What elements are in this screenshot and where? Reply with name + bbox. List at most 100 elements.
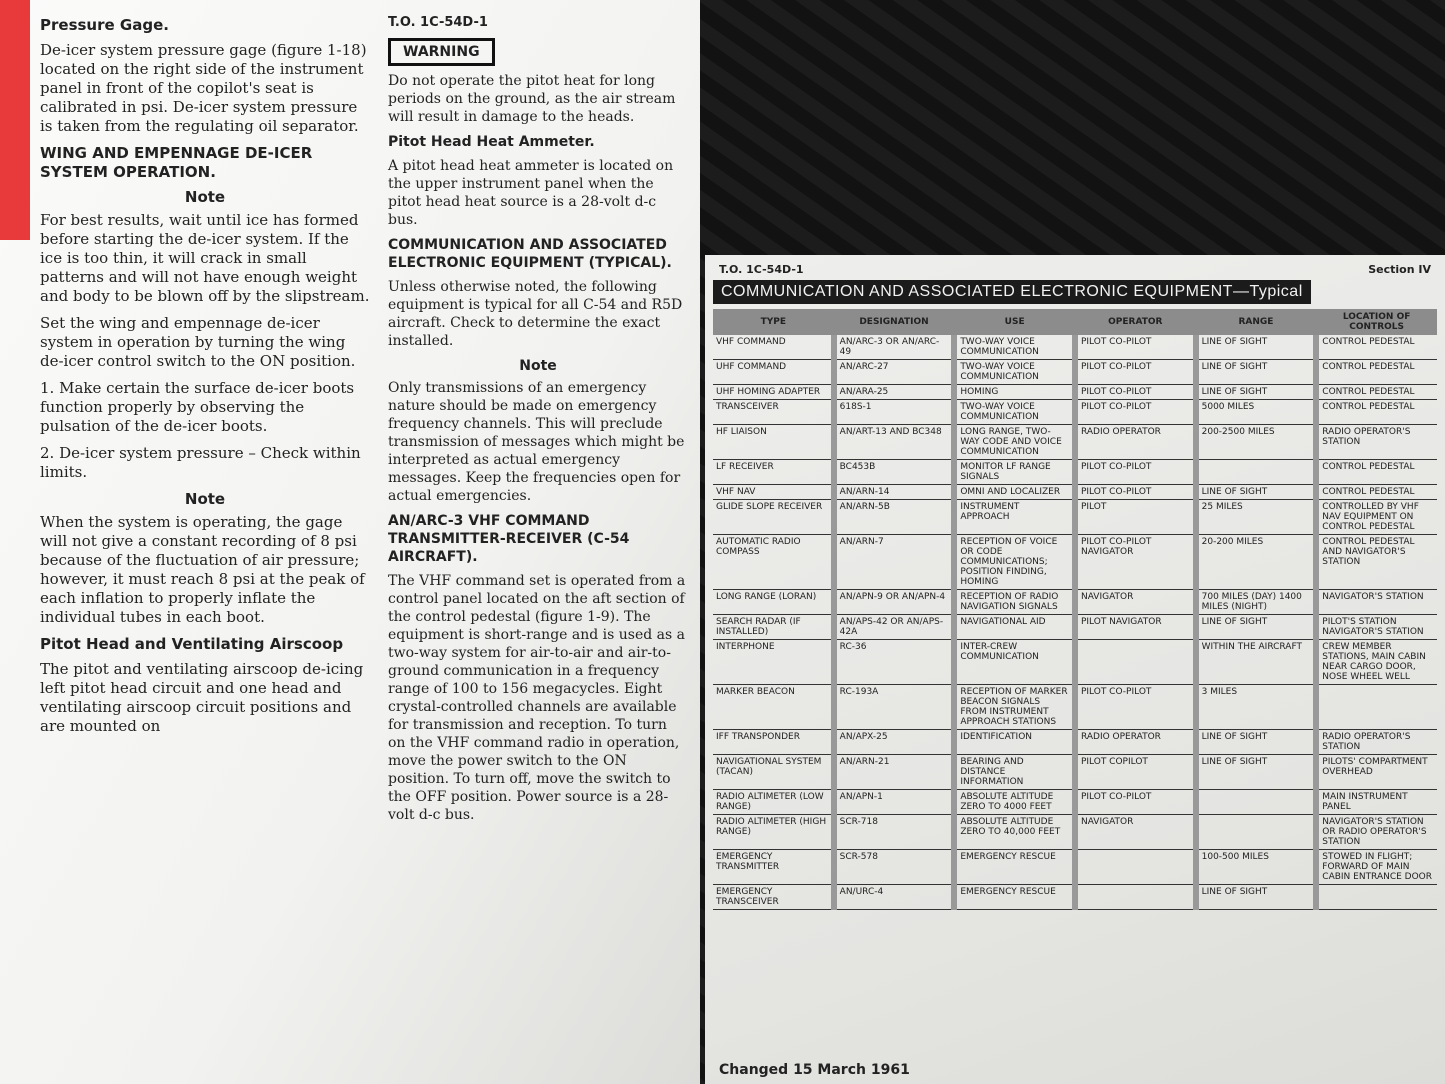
table-cell: AN/ARN-21: [830, 754, 955, 790]
right-page-content: T.O. 1C-54D-1 Section IV COMMUNICATION A…: [713, 263, 1437, 910]
red-page-edge: [0, 0, 30, 240]
pressure-gage-heading: Pressure Gage.: [40, 16, 169, 34]
note-label: Note: [184, 490, 226, 508]
table-cell: 5000 MILES: [1192, 399, 1317, 425]
table-cell: INTER-CREW COMMUNICATION: [951, 639, 1075, 685]
step: 2. De-icer system pressure – Check withi…: [40, 444, 361, 481]
table-cell: INSTRUMENT APPROACH: [951, 499, 1075, 535]
arc3-text: The VHF command set is operated from a c…: [388, 573, 686, 823]
table-cell: RECEPTION OF MARKER BEACON SIGNALS FROM …: [951, 684, 1075, 730]
table-cell: AN/APN-9 OR AN/APN-4: [830, 589, 955, 615]
table-cell: ABSOLUTE ALTITUDE ZERO TO 4000 FEET: [951, 789, 1075, 815]
table-cell: CONTROL PEDESTAL: [1313, 384, 1437, 400]
table-row: SEARCH RADAR (IF INSTALLED) AN/APS-42 OR …: [713, 614, 1437, 640]
table-cell: STOWED IN FLIGHT; FORWARD OF MAIN CABIN …: [1313, 849, 1437, 885]
table-cell: LINE OF SIGHT: [1192, 359, 1317, 385]
table-cell: RADIO ALTIMETER (HIGH RANGE): [713, 814, 834, 850]
table-cell: PILOT CO-PILOT NAVIGATOR: [1071, 534, 1196, 590]
step: 1. Make certain the surface de-icer boot…: [40, 379, 355, 435]
left-page-text-column: Pressure Gage. De-icer system pressure g…: [40, 14, 370, 744]
table-row: LF RECEIVER BC453B MONITOR LF RANGE SIGNAL…: [713, 459, 1437, 485]
change-date: Changed 15 March 1961: [719, 1062, 910, 1078]
table-cell: AN/APN-1: [830, 789, 955, 815]
table-row: VHF NAV AN/ARN-14 OMNI AND LOCALIZER PILOT …: [713, 484, 1437, 500]
table-cell: RC-193A: [830, 684, 955, 730]
table-row: GLIDE SLOPE RECEIVER AN/ARN-5B INSTRUMENT …: [713, 499, 1437, 535]
table-cell: RADIO OPERATOR: [1071, 729, 1196, 755]
table-row: UHF HOMING ADAPTER AN/ARA-25 HOMING PILOT C…: [713, 384, 1437, 400]
table-cell: PILOTS' COMPARTMENT OVERHEAD: [1313, 754, 1437, 790]
table-cell: 100-500 MILES: [1192, 849, 1317, 885]
table-cell: CONTROL PEDESTAL: [1313, 359, 1437, 385]
table-cell: AN/ARA-25: [830, 384, 955, 400]
table-cell: 25 MILES: [1192, 499, 1317, 535]
table-cell: GLIDE SLOPE RECEIVER: [713, 499, 834, 535]
pressure-gage-text: De-icer system pressure gage (figure 1-1…: [40, 41, 367, 135]
table-cell: 200-2500 MILES: [1192, 424, 1317, 460]
table-cell: AN/ARC-27: [830, 359, 955, 385]
table-cell: [1192, 459, 1317, 485]
table-row: AUTOMATIC RADIO COMPASS AN/ARN-7 RECEPTION…: [713, 534, 1437, 590]
table-cell: PILOT COPILOT: [1071, 754, 1196, 790]
table-row: EMERGENCY TRANSMITTER SCR-578 EMERGENCY RE…: [713, 849, 1437, 885]
table-cell: PILOT: [1071, 499, 1196, 535]
table-row: RADIO ALTIMETER (LOW RANGE) AN/APN-1 ABSOL…: [713, 789, 1437, 815]
table-cell: LINE OF SIGHT: [1192, 335, 1317, 360]
note-text: For best results, wait until ice has for…: [40, 211, 370, 305]
column-header: RANGE: [1195, 309, 1317, 335]
table-cell: UHF HOMING ADAPTER: [713, 384, 834, 400]
table-cell: EMERGENCY RESCUE: [951, 884, 1075, 910]
table-cell: EMERGENCY TRANSCEIVER: [713, 884, 834, 910]
table-cell: RADIO OPERATOR'S STATION: [1313, 424, 1437, 460]
table-cell: AN/ARC-3 OR AN/ARC-49: [830, 335, 955, 360]
table-cell: PILOT CO-PILOT: [1071, 359, 1196, 385]
doc-number: T.O. 1C-54D-1: [719, 263, 804, 276]
table-cell: MONITOR LF RANGE SIGNALS: [951, 459, 1075, 485]
note-text: When the system is operating, the gage w…: [40, 513, 365, 626]
column-header: LOCATION OF CONTROLS: [1316, 309, 1437, 335]
table-cell: CONTROL PEDESTAL: [1313, 484, 1437, 500]
table-row: NAVIGATIONAL SYSTEM (TACAN) AN/ARN-21 BEAR…: [713, 754, 1437, 790]
table-cell: 20-200 MILES: [1192, 534, 1317, 590]
warning-box: WARNING: [388, 38, 495, 66]
arc3-heading: AN/ARC-3 VHF COMMAND TRANSMITTER-RECEIVE…: [388, 513, 630, 565]
ammeter-text: A pitot head heat ammeter is located on …: [388, 158, 674, 228]
airscoop-text: The pitot and ventilating airscoop de-ic…: [40, 660, 364, 735]
column-header: OPERATOR: [1074, 309, 1196, 335]
table-cell: HOMING: [951, 384, 1075, 400]
table-cell: PILOT CO-PILOT: [1071, 459, 1196, 485]
table-cell: [1192, 814, 1317, 850]
table-cell: CONTROL PEDESTAL: [1313, 459, 1437, 485]
table-row: HF LIAISON AN/ART-13 AND BC348 LONG RANGE,…: [713, 424, 1437, 460]
table-cell: MAIN INSTRUMENT PANEL: [1313, 789, 1437, 815]
equipment-table: TYPE DESIGNATION USE OPERATOR RANGE LOCATION …: [713, 309, 1437, 910]
table-cell: LINE OF SIGHT: [1192, 484, 1317, 500]
table-title: COMMUNICATION AND ASSOCIATED ELECTRONIC …: [713, 280, 1311, 304]
table-row: MARKER BEACON RC-193A RECEPTION OF MARKER …: [713, 684, 1437, 730]
page-header: T.O. 1C-54D-1 Section IV: [713, 263, 1437, 276]
table-cell: 700 MILES (DAY) 1400 MILES (NIGHT): [1192, 589, 1317, 615]
table-cell: LINE OF SIGHT: [1192, 754, 1317, 790]
table-cell: SEARCH RADAR (IF INSTALLED): [713, 614, 834, 640]
table-cell: ABSOLUTE ALTITUDE ZERO TO 40,000 FEET: [951, 814, 1075, 850]
table-cell: CONTROL PEDESTAL AND NAVIGATOR'S STATION: [1313, 534, 1437, 590]
table-cell: PILOT NAVIGATOR: [1071, 614, 1196, 640]
table-cell: BC453B: [830, 459, 955, 485]
table-cell: UHF COMMAND: [713, 359, 834, 385]
ammeter-heading: Pitot Head Heat Ammeter.: [388, 134, 595, 150]
table-cell: TRANSCEIVER: [713, 399, 834, 425]
table-cell: NAVIGATIONAL SYSTEM (TACAN): [713, 754, 834, 790]
table-cell: VHF NAV: [713, 484, 834, 500]
table-cell: LINE OF SIGHT: [1192, 884, 1317, 910]
table-cell: RADIO OPERATOR: [1071, 424, 1196, 460]
table-row: LONG RANGE (LORAN) AN/APN-9 OR AN/APN-4 RE…: [713, 589, 1437, 615]
table-cell: BEARING AND DISTANCE INFORMATION: [951, 754, 1075, 790]
table-cell: LINE OF SIGHT: [1192, 384, 1317, 400]
table-cell: PILOT'S STATION NAVIGATOR'S STATION: [1313, 614, 1437, 640]
left-page-second-column: T.O. 1C-54D-1 WARNING Do not operate the…: [388, 14, 688, 831]
table-cell: RADIO OPERATOR'S STATION: [1313, 729, 1437, 755]
table-cell: PILOT CO-PILOT: [1071, 484, 1196, 500]
table-cell: PILOT CO-PILOT: [1071, 384, 1196, 400]
table-cell: NAVIGATOR'S STATION OR RADIO OPERATOR'S …: [1313, 814, 1437, 850]
set-text: Set the wing and empennage de-icer syste…: [40, 314, 356, 370]
